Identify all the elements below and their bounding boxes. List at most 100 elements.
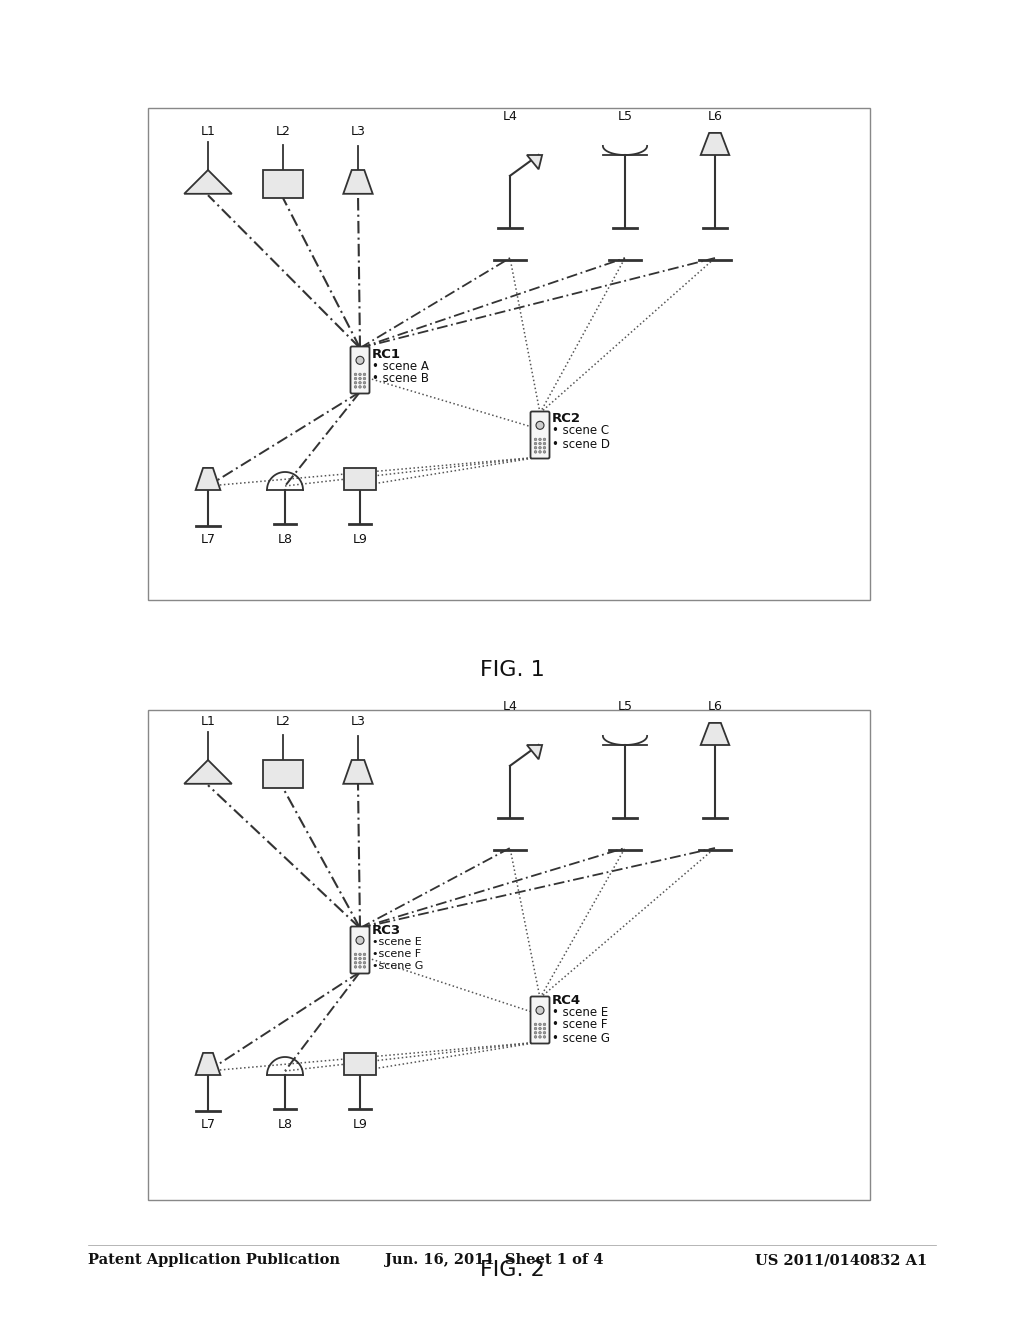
Bar (263, 170, 303, 198)
Circle shape (539, 1027, 542, 1030)
Text: L7: L7 (201, 1118, 215, 1131)
Circle shape (543, 1027, 546, 1030)
Text: L6: L6 (708, 110, 723, 123)
Circle shape (358, 957, 361, 960)
Circle shape (535, 450, 537, 453)
Text: RC4: RC4 (552, 994, 582, 1006)
FancyBboxPatch shape (530, 997, 550, 1044)
Circle shape (539, 1023, 542, 1026)
Text: • scene F: • scene F (552, 1019, 607, 1031)
Circle shape (354, 378, 356, 380)
Circle shape (354, 966, 356, 968)
Text: • scene E: • scene E (552, 1006, 608, 1019)
FancyBboxPatch shape (530, 412, 550, 458)
Bar (148, 710, 870, 1200)
Text: L7: L7 (201, 533, 215, 546)
Circle shape (535, 438, 537, 441)
Text: • scene B: • scene B (372, 372, 429, 385)
Circle shape (539, 1036, 542, 1038)
Text: • scene D: • scene D (552, 437, 610, 450)
Circle shape (539, 442, 542, 445)
Circle shape (358, 966, 361, 968)
Text: Patent Application Publication: Patent Application Publication (88, 1253, 340, 1267)
Text: L3: L3 (350, 715, 366, 727)
Text: L2: L2 (275, 125, 291, 137)
Text: •scene F: •scene F (372, 949, 421, 960)
Polygon shape (343, 170, 373, 194)
Circle shape (535, 1023, 537, 1026)
Bar (344, 1053, 376, 1074)
Text: •scene E: •scene E (372, 937, 422, 946)
Circle shape (543, 442, 546, 445)
Circle shape (356, 356, 364, 364)
Circle shape (356, 936, 364, 944)
Text: Jun. 16, 2011  Sheet 1 of 4: Jun. 16, 2011 Sheet 1 of 4 (385, 1253, 603, 1267)
Text: FIG. 2: FIG. 2 (479, 1261, 545, 1280)
Circle shape (354, 385, 356, 388)
Circle shape (358, 385, 361, 388)
Polygon shape (700, 723, 729, 744)
Text: L5: L5 (617, 110, 633, 123)
Bar (263, 760, 303, 788)
Text: • scene C: • scene C (552, 425, 609, 437)
Polygon shape (527, 744, 542, 759)
Circle shape (543, 438, 546, 441)
Circle shape (543, 1023, 546, 1026)
Polygon shape (343, 760, 373, 784)
Text: L1: L1 (201, 125, 215, 137)
Circle shape (364, 957, 366, 960)
Text: FIG. 1: FIG. 1 (479, 660, 545, 680)
Circle shape (536, 421, 544, 429)
Circle shape (358, 374, 361, 376)
Circle shape (358, 378, 361, 380)
Text: RC3: RC3 (372, 924, 401, 936)
Text: L4: L4 (503, 110, 517, 123)
Text: L6: L6 (708, 700, 723, 713)
Text: L9: L9 (352, 1118, 368, 1131)
Polygon shape (184, 170, 231, 194)
Circle shape (535, 446, 537, 449)
Circle shape (535, 1027, 537, 1030)
Text: L4: L4 (503, 700, 517, 713)
Text: • scene G: • scene G (552, 1031, 610, 1044)
Text: RC1: RC1 (372, 347, 401, 360)
Circle shape (543, 446, 546, 449)
Circle shape (539, 1031, 542, 1034)
Text: L3: L3 (350, 125, 366, 137)
Circle shape (536, 1006, 544, 1014)
Text: L8: L8 (278, 1118, 293, 1131)
Text: • scene A: • scene A (372, 359, 429, 372)
Circle shape (364, 374, 366, 376)
Circle shape (364, 381, 366, 384)
Polygon shape (527, 154, 542, 169)
Circle shape (364, 961, 366, 964)
Polygon shape (184, 760, 231, 784)
Circle shape (543, 1031, 546, 1034)
FancyBboxPatch shape (350, 927, 370, 974)
Text: L1: L1 (201, 715, 215, 727)
Circle shape (358, 953, 361, 956)
Text: •scene G: •scene G (372, 961, 423, 972)
Circle shape (364, 953, 366, 956)
Text: L8: L8 (278, 533, 293, 546)
Circle shape (543, 450, 546, 453)
Circle shape (539, 446, 542, 449)
Circle shape (358, 381, 361, 384)
Circle shape (354, 381, 356, 384)
Bar (344, 469, 376, 490)
Polygon shape (196, 467, 220, 490)
Circle shape (364, 378, 366, 380)
Circle shape (539, 438, 542, 441)
Circle shape (535, 442, 537, 445)
Circle shape (354, 374, 356, 376)
Circle shape (364, 966, 366, 968)
Circle shape (543, 1036, 546, 1038)
FancyBboxPatch shape (350, 346, 370, 393)
Circle shape (364, 385, 366, 388)
Bar (148, 108, 870, 601)
Circle shape (535, 1036, 537, 1038)
Text: L9: L9 (352, 533, 368, 546)
Text: L5: L5 (617, 700, 633, 713)
Polygon shape (700, 133, 729, 154)
Polygon shape (196, 1053, 220, 1074)
